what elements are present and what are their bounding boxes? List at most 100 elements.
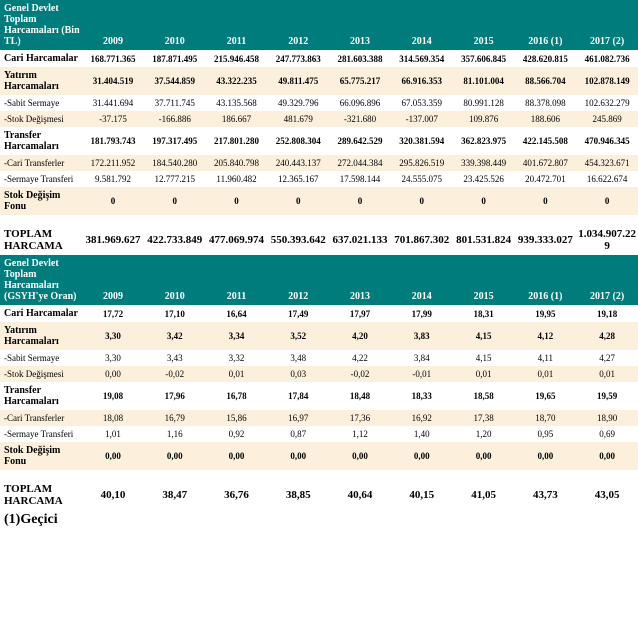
value-cell: 0,00: [514, 442, 576, 470]
value-cell: 41,05: [453, 480, 515, 510]
value-cell: 23.425.526: [453, 171, 515, 187]
spacer-cell: [144, 470, 206, 480]
value-cell: 252.808.304: [267, 127, 329, 155]
year-header: 2010: [144, 255, 206, 305]
row-label: -Stok Değişmesi: [0, 366, 82, 382]
value-cell: 701.867.302: [391, 225, 453, 255]
value-cell: 3,42: [144, 322, 206, 350]
value-cell: 314.569.354: [391, 50, 453, 67]
value-cell: 172.211.952: [82, 155, 144, 171]
year-header: 2016 (1): [514, 255, 576, 305]
value-cell: -37.175: [82, 111, 144, 127]
value-cell: 16,92: [391, 410, 453, 426]
value-cell: 4,15: [453, 322, 515, 350]
value-cell: 320.381.594: [391, 127, 453, 155]
value-cell: 0: [267, 187, 329, 215]
row-label: Stok Değişim Fonu: [0, 187, 82, 215]
value-cell: 66.916.353: [391, 67, 453, 95]
value-cell: 0,00: [329, 442, 391, 470]
year-header: 2015: [453, 255, 515, 305]
footnote: (1)Geçici: [0, 510, 638, 530]
value-cell: 4,27: [576, 350, 638, 366]
value-cell: 66.096.896: [329, 95, 391, 111]
value-cell: 1,20: [453, 426, 515, 442]
value-cell: 36,76: [206, 480, 268, 510]
spacer-cell: [453, 215, 515, 225]
value-cell: 102.878.149: [576, 67, 638, 95]
value-cell: 40,15: [391, 480, 453, 510]
spacer-cell: [267, 215, 329, 225]
value-cell: 454.323.671: [576, 155, 638, 171]
row-label: -Sermaye Transferi: [0, 171, 82, 187]
value-cell: 381.969.627: [82, 225, 144, 255]
value-cell: 0: [82, 187, 144, 215]
value-cell: 3,32: [206, 350, 268, 366]
value-cell: 4,28: [576, 322, 638, 350]
value-cell: 17,99: [391, 305, 453, 322]
value-cell: -166.886: [144, 111, 206, 127]
value-cell: 3,34: [206, 322, 268, 350]
value-cell: 0: [206, 187, 268, 215]
spacer-cell: [576, 215, 638, 225]
value-cell: 19,65: [514, 382, 576, 410]
value-cell: 19,08: [82, 382, 144, 410]
year-header: 2012: [267, 255, 329, 305]
spacer-cell: [514, 470, 576, 480]
value-cell: 0,00: [267, 442, 329, 470]
spacer-cell: [267, 470, 329, 480]
value-cell: 184.540.280: [144, 155, 206, 171]
value-cell: 422.145.508: [514, 127, 576, 155]
value-cell: 16,79: [144, 410, 206, 426]
row-label: -Sabit Sermaye: [0, 95, 82, 111]
value-cell: 422.733.849: [144, 225, 206, 255]
value-cell: 339.398.449: [453, 155, 515, 171]
value-cell: 939.333.027: [514, 225, 576, 255]
value-cell: 18,31: [453, 305, 515, 322]
value-cell: 470.946.345: [576, 127, 638, 155]
value-cell: 357.606.845: [453, 50, 515, 67]
value-cell: 43.135.568: [206, 95, 268, 111]
value-cell: 15,86: [206, 410, 268, 426]
value-cell: 0,01: [206, 366, 268, 382]
value-cell: 3,43: [144, 350, 206, 366]
row-label: Transfer Harcamaları: [0, 382, 82, 410]
value-cell: 18,08: [82, 410, 144, 426]
row-label: TOPLAM HARCAMA: [0, 225, 82, 255]
year-header: 2009: [82, 255, 144, 305]
value-cell: 801.531.824: [453, 225, 515, 255]
value-cell: 0,03: [267, 366, 329, 382]
value-cell: 477.069.974: [206, 225, 268, 255]
value-cell: 187.871.495: [144, 50, 206, 67]
value-cell: 18,58: [453, 382, 515, 410]
value-cell: 272.044.384: [329, 155, 391, 171]
value-cell: 16,64: [206, 305, 268, 322]
value-cell: 186.667: [206, 111, 268, 127]
year-header: 2011: [206, 255, 268, 305]
value-cell: 3,30: [82, 350, 144, 366]
value-cell: 0,00: [206, 442, 268, 470]
value-cell: 0,00: [576, 442, 638, 470]
row-label: Cari Harcamalar: [0, 50, 82, 67]
year-header: 2016 (1): [514, 0, 576, 50]
value-cell: 0: [514, 187, 576, 215]
value-cell: 17,38: [453, 410, 515, 426]
value-cell: 428.620.815: [514, 50, 576, 67]
value-cell: 295.826.519: [391, 155, 453, 171]
section-header-title: Genel Devlet Toplam Harcamaları (Bin TL): [0, 0, 82, 50]
value-cell: 0,92: [206, 426, 268, 442]
value-cell: -0,02: [144, 366, 206, 382]
value-cell: 0,00: [391, 442, 453, 470]
value-cell: 88.566.704: [514, 67, 576, 95]
spacer-cell: [391, 215, 453, 225]
value-cell: -0,01: [391, 366, 453, 382]
value-cell: 4,11: [514, 350, 576, 366]
value-cell: 0,00: [144, 442, 206, 470]
value-cell: 3,83: [391, 322, 453, 350]
row-label: Cari Harcamalar: [0, 305, 82, 322]
value-cell: 16,97: [267, 410, 329, 426]
value-cell: 0,01: [514, 366, 576, 382]
value-cell: 17,72: [82, 305, 144, 322]
value-cell: 4,12: [514, 322, 576, 350]
value-cell: 461.082.736: [576, 50, 638, 67]
value-cell: 637.021.133: [329, 225, 391, 255]
